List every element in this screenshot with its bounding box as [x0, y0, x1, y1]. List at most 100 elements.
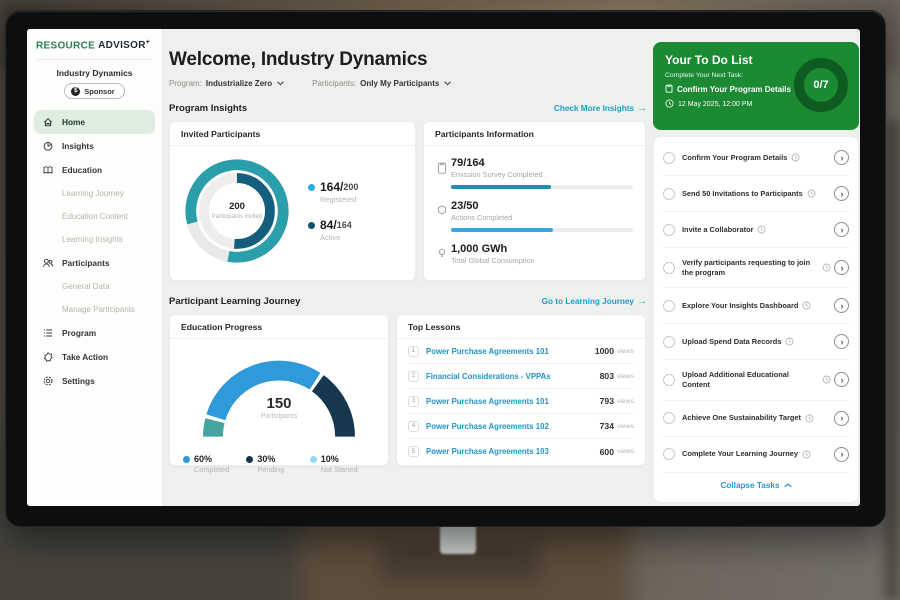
- task-chevron-button[interactable]: ›: [834, 260, 849, 276]
- logo-resource: RESOURCE: [36, 40, 96, 52]
- list-icon: [42, 327, 54, 339]
- task-clock-icon: [785, 337, 794, 346]
- info-value: 1,000 GWh: [451, 243, 508, 255]
- go-to-learning-journey-link[interactable]: Go to Learning Journey →: [541, 295, 647, 307]
- sidebar-item-education[interactable]: Education: [27, 158, 162, 182]
- task-chevron-button[interactable]: ›: [834, 446, 849, 462]
- task-chevron-button[interactable]: ›: [834, 186, 849, 201]
- task-clock-icon: [822, 263, 831, 272]
- task-clock-icon: [805, 414, 814, 423]
- arrow-right-icon: →: [637, 295, 647, 307]
- legend-value: 30%: [257, 454, 276, 464]
- app-logo: RESOURCE ADVISOR+: [27, 39, 162, 51]
- lesson-rank: 3: [408, 395, 419, 407]
- lesson-link[interactable]: Power Purchase Agreements 102: [426, 421, 549, 431]
- info-row-consumption: 1,000 GWh Total Global Consumption: [424, 232, 645, 265]
- link-label: Check More Insights: [553, 104, 634, 113]
- task-chevron-button[interactable]: ›: [834, 150, 849, 165]
- task-chevron-button[interactable]: ›: [834, 334, 849, 350]
- task-label: Upload Additional Educational Content: [682, 370, 789, 389]
- donut-center-label: Participants Invited: [211, 213, 263, 220]
- gear-icon: [42, 375, 54, 387]
- sidebar-item-general-data[interactable]: General Data: [27, 275, 162, 298]
- lesson-views-label: views: [617, 347, 634, 355]
- info-value: 79/164: [451, 157, 485, 169]
- program-filter-value[interactable]: Industrialize Zero: [205, 79, 273, 88]
- participants-filter-value[interactable]: Only My Participants: [360, 79, 440, 88]
- chevron-down-icon[interactable]: [444, 81, 452, 86]
- task-row[interactable]: Invite a Collaborator ›: [663, 212, 849, 248]
- sidebar-item-label: Learning Journey: [62, 189, 124, 199]
- legend-dot: [309, 455, 317, 463]
- lesson-row: 1 Power Purchase Agreements 101 1000 vie…: [408, 339, 634, 364]
- task-chevron-button[interactable]: ›: [834, 222, 849, 237]
- main-content: Welcome, Industry Dynamics Program: Indu…: [169, 29, 647, 474]
- education-gauge-chart: 150 Participants: [189, 347, 369, 449]
- sidebar-item-label: General Data: [62, 282, 110, 292]
- task-checkbox[interactable]: [663, 187, 675, 200]
- clipboard-icon: [436, 157, 451, 189]
- task-checkbox[interactable]: [663, 299, 675, 312]
- legend-value: 84/: [320, 218, 337, 232]
- task-label: Complete Your Learning Journey: [682, 449, 798, 459]
- sidebar-item-learning-insights[interactable]: Learning Insights: [27, 228, 162, 251]
- sidebar-item-manage-participants[interactable]: Manage Participants: [27, 298, 162, 321]
- task-row[interactable]: Achieve One Sustainability Target ›: [663, 401, 849, 437]
- task-clock-icon: [791, 153, 800, 162]
- sidebar-item-education-content[interactable]: Education Content: [27, 205, 162, 228]
- task-checkbox[interactable]: [663, 448, 675, 460]
- lesson-views-label: views: [617, 397, 634, 405]
- sidebar-divider: [37, 59, 152, 61]
- legend-total: 200: [343, 182, 359, 192]
- participants-information-card: Participants Information 79/164 Emission…: [423, 121, 646, 281]
- sidebar-item-learning-journey[interactable]: Learning Journey: [27, 182, 162, 205]
- collapse-tasks-link[interactable]: Collapse Tasks: [663, 473, 849, 499]
- legend-completed: 60% Completed: [183, 454, 246, 474]
- task-chevron-button[interactable]: ›: [834, 298, 849, 314]
- task-chevron-button[interactable]: ›: [834, 410, 849, 426]
- task-row[interactable]: Send 50 Invitations to Participants ›: [663, 176, 849, 212]
- top-lessons-card: Top Lessons 1 Power Purchase Agreements …: [396, 314, 646, 466]
- info-row-actions: 23/50 Actions Completed: [424, 189, 645, 232]
- sidebar-nav: Home Insights Education: [27, 110, 162, 393]
- sponsor-badge[interactable]: $ Sponsor: [64, 83, 125, 100]
- legend-value: 10%: [320, 454, 339, 464]
- task-checkbox[interactable]: [663, 151, 675, 164]
- sidebar-item-settings[interactable]: Settings: [27, 369, 162, 393]
- cube-icon: [436, 200, 451, 232]
- check-more-insights-link[interactable]: Check More Insights →: [553, 102, 647, 114]
- task-checkbox[interactable]: [663, 373, 675, 386]
- task-row[interactable]: Complete Your Learning Journey ›: [663, 437, 849, 473]
- lesson-link[interactable]: Power Purchase Agreements 103: [426, 447, 549, 456]
- sidebar-item-take-action[interactable]: Take Action: [27, 345, 162, 369]
- task-row[interactable]: Explore Your Insights Dashboard ›: [663, 288, 849, 325]
- task-chevron-button[interactable]: ›: [834, 372, 849, 388]
- sidebar-item-program[interactable]: Program: [27, 321, 162, 345]
- task-row[interactable]: Confirm Your Program Details ›: [663, 140, 849, 176]
- progress-bar: [451, 185, 633, 189]
- legend-label: Not Started: [320, 465, 358, 474]
- sidebar-item-home[interactable]: Home: [34, 110, 155, 135]
- task-checkbox[interactable]: [663, 261, 675, 274]
- lesson-link[interactable]: Financial Considerations - VPPAs: [426, 371, 551, 381]
- task-checkbox[interactable]: [663, 223, 675, 236]
- sidebar-item-insights[interactable]: Insights: [27, 134, 162, 158]
- todo-title: Your To Do List: [665, 53, 753, 67]
- chevron-down-icon[interactable]: [277, 81, 284, 86]
- lesson-link[interactable]: Power Purchase Agreements 101: [426, 346, 549, 356]
- lesson-link[interactable]: Power Purchase Agreements 101: [426, 396, 549, 406]
- task-row[interactable]: Verify participants requesting to join t…: [663, 248, 849, 289]
- sidebar-item-participants[interactable]: Participants: [27, 251, 162, 275]
- task-checkbox[interactable]: [663, 412, 675, 424]
- task-row[interactable]: Upload Spend Data Records ›: [663, 324, 849, 361]
- donut-center-value: 200: [229, 200, 245, 212]
- link-label: Go to Learning Journey: [541, 297, 634, 306]
- donut-legend: 164/200 Registered 84/164 Active: [308, 180, 358, 242]
- task-checkbox[interactable]: [663, 335, 675, 348]
- people-icon: [42, 257, 54, 269]
- lesson-views-label: views: [617, 448, 634, 455]
- task-row[interactable]: Upload Additional Educational Content ›: [663, 360, 849, 401]
- insights-icon: [42, 140, 54, 152]
- legend-dot: [183, 455, 190, 463]
- arrow-right-icon: →: [637, 102, 647, 114]
